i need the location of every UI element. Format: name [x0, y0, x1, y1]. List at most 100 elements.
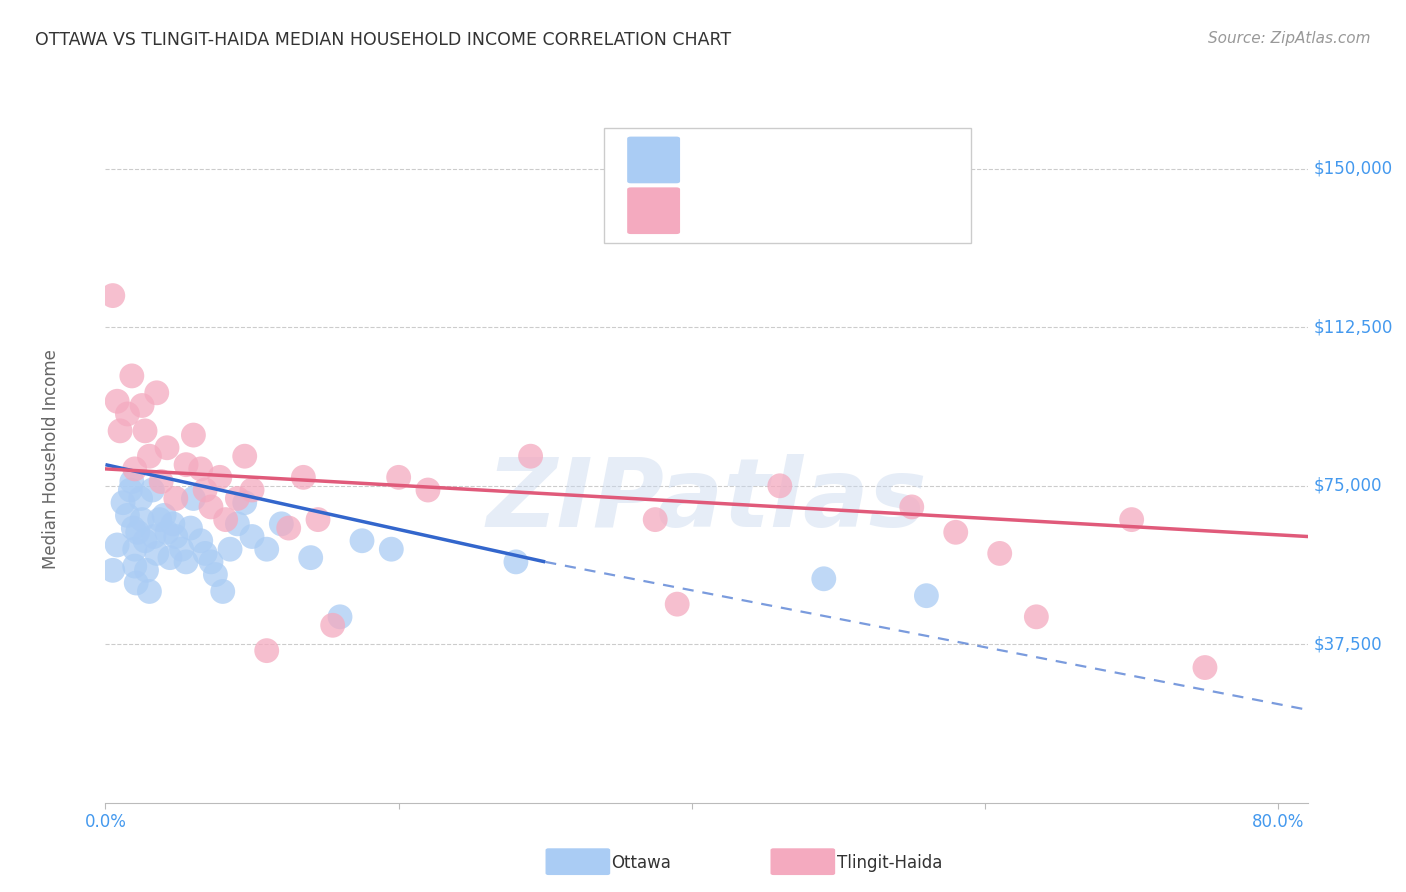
Point: [350, 533, 373, 548]
Text: $150,000: $150,000: [1313, 160, 1393, 178]
Point: [127, 525, 149, 540]
Point: [156, 525, 179, 540]
Point: [121, 475, 143, 489]
Point: [194, 483, 217, 497]
Point: [183, 428, 205, 442]
Point: [299, 550, 322, 565]
Point: [988, 546, 1011, 560]
Point: [380, 542, 402, 557]
Text: Source: ZipAtlas.com: Source: ZipAtlas.com: [1208, 31, 1371, 46]
Point: [200, 500, 222, 514]
Point: [226, 516, 249, 531]
Point: [131, 513, 153, 527]
Point: [204, 567, 226, 582]
Point: [194, 546, 217, 560]
Point: [233, 496, 256, 510]
Point: [769, 479, 792, 493]
Text: N =: N =: [839, 202, 880, 219]
Point: [505, 555, 527, 569]
Point: [145, 546, 167, 560]
Point: [129, 491, 152, 506]
Text: -0.253: -0.253: [756, 151, 814, 169]
Point: [233, 449, 256, 463]
Point: [813, 572, 835, 586]
Point: [307, 513, 329, 527]
Point: [149, 513, 172, 527]
Point: [145, 385, 167, 400]
Point: [388, 470, 411, 484]
Point: [134, 533, 156, 548]
Point: [153, 508, 176, 523]
Point: [117, 508, 139, 523]
Point: [240, 529, 263, 543]
Point: [226, 491, 249, 506]
Point: [666, 597, 689, 611]
Point: [112, 496, 135, 510]
Text: Ottawa: Ottawa: [612, 854, 672, 871]
Point: [131, 399, 153, 413]
Point: [108, 424, 131, 438]
FancyBboxPatch shape: [627, 187, 681, 234]
Point: [134, 424, 156, 438]
Point: [101, 563, 124, 577]
Text: $37,500: $37,500: [1313, 635, 1382, 653]
Point: [270, 516, 292, 531]
Point: [1121, 513, 1143, 527]
Point: [292, 470, 315, 484]
Text: ZIPatlas: ZIPatlas: [486, 454, 927, 547]
Point: [120, 483, 142, 497]
Point: [165, 491, 187, 506]
Point: [329, 610, 352, 624]
Point: [208, 470, 231, 484]
Text: OTTAWA VS TLINGIT-HAIDA MEDIAN HOUSEHOLD INCOME CORRELATION CHART: OTTAWA VS TLINGIT-HAIDA MEDIAN HOUSEHOLD…: [35, 31, 731, 49]
Point: [141, 483, 163, 497]
Point: [519, 449, 541, 463]
Point: [1025, 610, 1047, 624]
Text: -0.214: -0.214: [756, 202, 814, 219]
Point: [170, 542, 193, 557]
Point: [183, 491, 205, 506]
Point: [1194, 660, 1216, 674]
Point: [124, 559, 146, 574]
Text: 47: 47: [894, 151, 920, 169]
Point: [915, 589, 938, 603]
Point: [165, 529, 187, 543]
Point: [644, 513, 666, 527]
Point: [105, 538, 128, 552]
Point: [214, 513, 236, 527]
Text: R =: R =: [699, 151, 737, 169]
Text: N =: N =: [839, 151, 880, 169]
Point: [105, 394, 128, 409]
Point: [200, 555, 222, 569]
Point: [124, 462, 146, 476]
Point: [190, 533, 212, 548]
Point: [162, 516, 184, 531]
Text: R =: R =: [699, 202, 737, 219]
Point: [124, 542, 146, 557]
Point: [416, 483, 439, 497]
Point: [122, 521, 145, 535]
Point: [277, 521, 299, 535]
Point: [322, 618, 344, 632]
Point: [121, 368, 143, 383]
Point: [174, 555, 197, 569]
Text: $75,000: $75,000: [1313, 477, 1382, 495]
Point: [138, 584, 160, 599]
Point: [159, 550, 181, 565]
Text: 40: 40: [894, 202, 920, 219]
Point: [142, 529, 165, 543]
Point: [211, 584, 233, 599]
Point: [117, 407, 139, 421]
Text: $112,500: $112,500: [1313, 318, 1393, 336]
Point: [156, 441, 179, 455]
Text: Tlingit-Haida: Tlingit-Haida: [837, 854, 942, 871]
Point: [219, 542, 242, 557]
Point: [900, 500, 922, 514]
Point: [256, 643, 278, 657]
Point: [179, 521, 201, 535]
Point: [240, 483, 263, 497]
Point: [945, 525, 967, 540]
Point: [256, 542, 278, 557]
Point: [138, 449, 160, 463]
Point: [190, 462, 212, 476]
